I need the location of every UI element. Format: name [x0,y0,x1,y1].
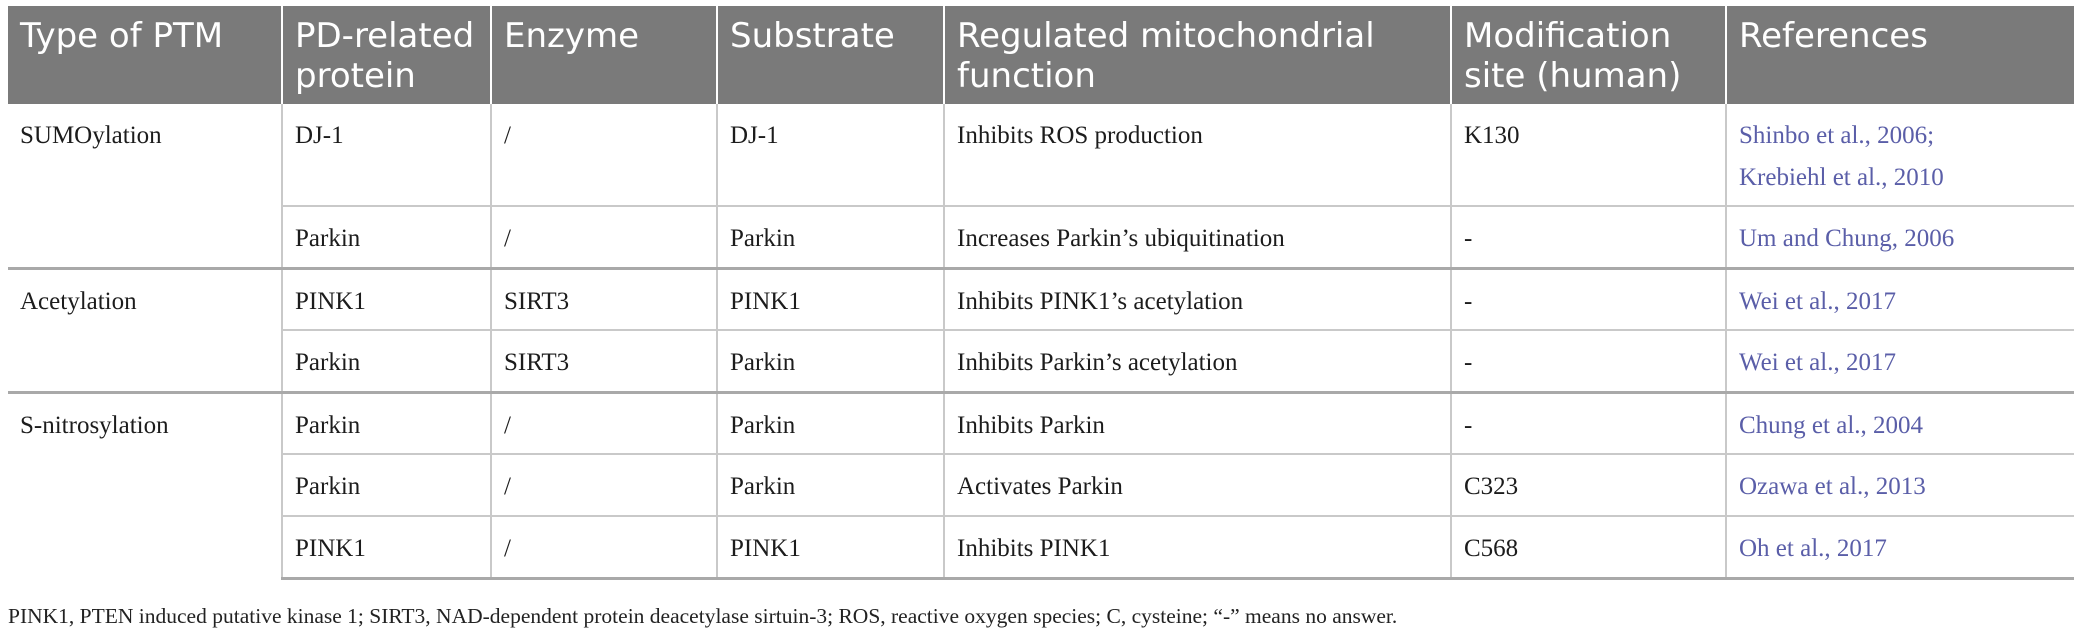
table-row: Parkin SIRT3 Parkin Inhibits Parkin’s ac… [8,329,2074,392]
ptm-table-container: Type of PTM PD-related protein Enzyme Su… [8,6,2074,580]
function-cell: Inhibits Parkin [943,390,1451,454]
header-row: Type of PTM PD-related protein Enzyme Su… [8,6,2074,104]
protein-cell: Parkin [281,390,491,454]
reference-cell: Wei et al., 2017 [1725,266,2074,330]
reference-link[interactable]: Shinbo et al., 2006; [1739,122,1935,149]
reference-link[interactable]: Krebiehl et al., 2010 [1739,164,1944,191]
reference-link[interactable]: Um and Chung, 2006 [1739,225,1955,252]
header-type-of-ptm: Type of PTM [8,6,282,104]
enzyme-cell: / [490,104,717,206]
site-cell: C568 [1450,515,1726,580]
reference-cell: Oh et al., 2017 [1725,515,2074,580]
reference-cell: Shinbo et al., 2006; Krebiehl et al., 20… [1725,104,2074,206]
substrate-cell: Parkin [716,453,944,516]
protein-cell: Parkin [281,453,491,516]
substrate-cell: Parkin [716,205,944,268]
reference-cell: Wei et al., 2017 [1725,329,2074,392]
site-cell: - [1450,390,1726,454]
reference-cell: Um and Chung, 2006 [1725,205,2074,268]
enzyme-cell: / [490,390,717,454]
header-modification-site: Modification site (human) [1450,6,1726,104]
protein-cell: Parkin [281,205,491,268]
header-references: References [1725,6,2074,104]
enzyme-cell: / [490,453,717,516]
substrate-cell: Parkin [716,390,944,454]
header-enzyme: Enzyme [490,6,717,104]
substrate-cell: DJ-1 [716,104,944,206]
reference-cell: Ozawa et al., 2013 [1725,453,2074,516]
substrate-cell: PINK1 [716,515,944,580]
protein-cell: PINK1 [281,266,491,330]
reference-link[interactable]: Ozawa et al., 2013 [1739,473,1926,500]
reference-cell: Chung et al., 2004 [1725,390,2074,454]
header-pd-related-protein: PD-related protein [281,6,491,104]
site-cell: - [1450,329,1726,392]
site-cell: - [1450,266,1726,330]
function-cell: Inhibits PINK1’s acetylation [943,266,1451,330]
ptm-type-cell: Acetylation [8,266,282,392]
table-row: Acetylation PINK1 SIRT3 PINK1 Inhibits P… [8,266,2074,392]
enzyme-cell: / [490,515,717,580]
function-cell: Inhibits ROS production [943,104,1451,206]
enzyme-cell: SIRT3 [490,266,717,330]
table-footnote: PINK1, PTEN induced putative kinase 1; S… [8,604,1398,628]
protein-cell: DJ-1 [281,104,491,206]
site-cell: - [1450,205,1726,268]
reference-link[interactable]: Oh et al., 2017 [1739,535,1887,562]
site-cell: C323 [1450,453,1726,516]
header-substrate: Substrate [716,6,944,104]
function-cell: Inhibits Parkin’s acetylation [943,329,1451,392]
table-row: SUMOylation DJ-1 / DJ-1 Inhibits ROS pro… [8,104,2074,206]
table-row: PINK1 / PINK1 Inhibits PINK1 C568 Oh et … [8,515,2074,580]
function-cell: Inhibits PINK1 [943,515,1451,580]
ptm-type-cell: S-nitrosylation [8,390,282,578]
substrate-cell: Parkin [716,329,944,392]
table-row: S-nitrosylation Parkin / Parkin Inhibits… [8,390,2074,578]
table-row: Parkin / Parkin Activates Parkin C323 Oz… [8,453,2074,516]
header-regulated-mitochondrial-function: Regulated mitochondrial function [943,6,1451,104]
site-cell: K130 [1450,104,1726,206]
substrate-cell: PINK1 [716,266,944,330]
reference-link[interactable]: Chung et al., 2004 [1739,411,1924,439]
reference-link[interactable]: Wei et al., 2017 [1739,349,1896,376]
reference-link[interactable]: Wei et al., 2017 [1739,287,1896,315]
protein-cell: Parkin [281,329,491,392]
enzyme-cell: / [490,205,717,268]
table-row: Parkin / Parkin Increases Parkin’s ubiqu… [8,205,2074,268]
protein-cell: PINK1 [281,515,491,580]
enzyme-cell: SIRT3 [490,329,717,392]
function-cell: Activates Parkin [943,453,1451,516]
ptm-type-cell: SUMOylation [20,122,162,149]
ptm-table: Type of PTM PD-related protein Enzyme Su… [8,6,2074,580]
function-cell: Increases Parkin’s ubiquitination [943,205,1451,268]
